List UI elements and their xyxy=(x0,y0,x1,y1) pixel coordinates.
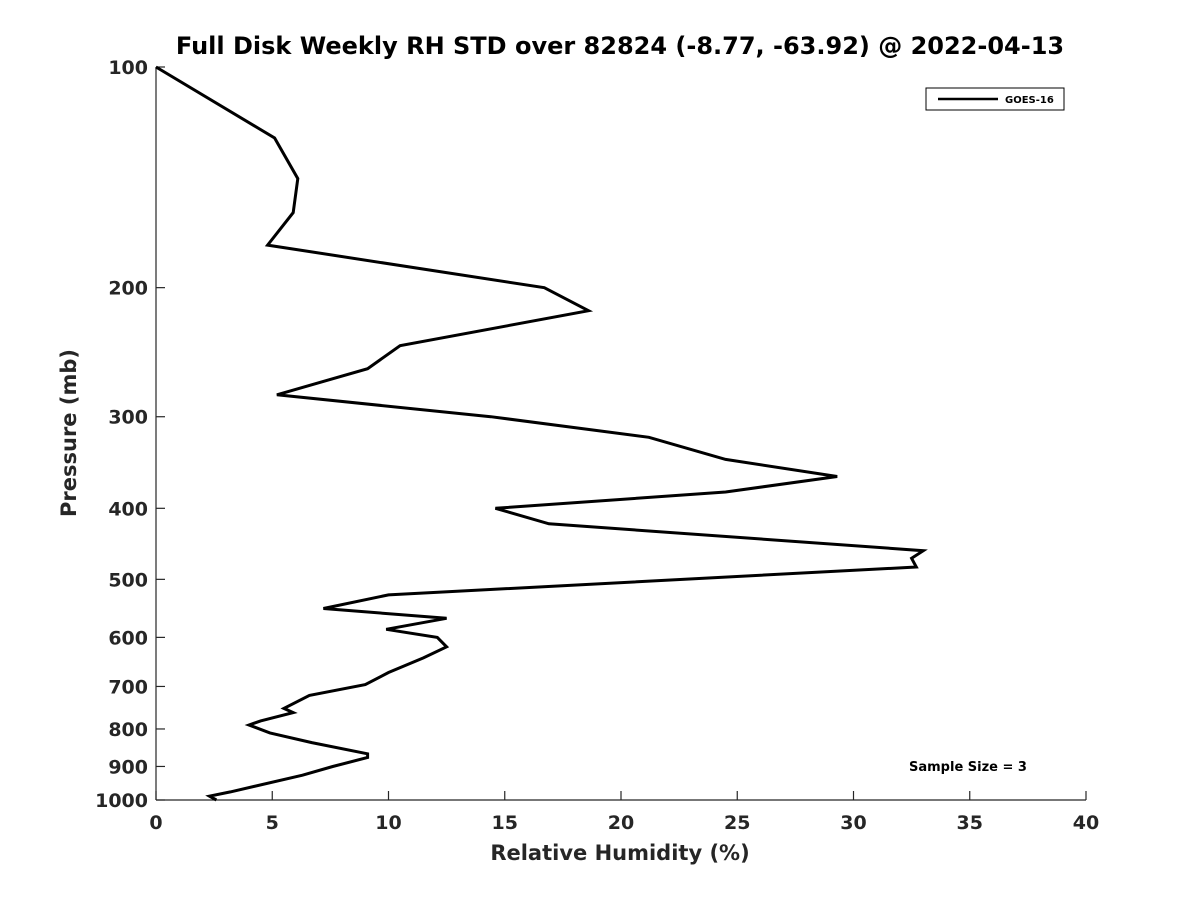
y-tick-label: 300 xyxy=(108,407,148,429)
x-ticks: 0 5 10 15 20 25 30 35 40 xyxy=(149,791,1099,834)
chart-title: Full Disk Weekly RH STD over 82824 (-8.7… xyxy=(176,32,1064,60)
x-tick-label: 25 xyxy=(724,812,750,834)
x-tick-label: 35 xyxy=(957,812,983,834)
sample-size-annotation: Sample Size = 3 xyxy=(909,760,1027,775)
x-tick-label: 10 xyxy=(375,812,401,834)
x-axis-label: Relative Humidity (%) xyxy=(490,841,749,865)
x-tick-label: 20 xyxy=(608,812,634,834)
x-tick-label: 5 xyxy=(266,812,279,834)
y-tick-label: 200 xyxy=(108,278,148,300)
axes: 0 5 10 15 20 25 30 35 40 100 200 300 400 500 600 700 80… xyxy=(95,57,1099,834)
y-tick-label: 100 xyxy=(108,57,148,79)
x-tick-label: 40 xyxy=(1073,812,1099,834)
y-tick-label: 600 xyxy=(108,627,148,649)
y-axis-label: Pressure (mb) xyxy=(57,349,81,517)
y-ticks: 100 200 300 400 500 600 700 800 900 1000 xyxy=(95,57,165,812)
x-tick-label: 15 xyxy=(492,812,518,834)
y-tick-label: 500 xyxy=(108,569,148,591)
y-tick-label: 400 xyxy=(108,498,148,520)
series-layer xyxy=(155,65,928,802)
y-tick-label: 1000 xyxy=(95,790,148,812)
legend-label-goes-16: GOES-16 xyxy=(1005,95,1054,106)
x-tick-label: 0 xyxy=(149,812,162,834)
y-tick-label: 900 xyxy=(108,756,148,778)
legend: GOES-16 xyxy=(925,87,1065,111)
y-tick-label: 800 xyxy=(108,719,148,741)
series-line-goes-16 xyxy=(155,65,928,802)
x-tick-label: 30 xyxy=(840,812,866,834)
y-tick-label: 700 xyxy=(108,676,148,698)
